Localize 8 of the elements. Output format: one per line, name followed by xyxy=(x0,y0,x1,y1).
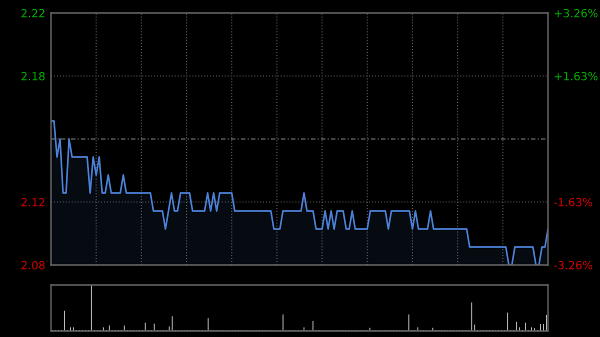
y-tick-label: 2.18 xyxy=(22,72,45,80)
y2-tick-label: +1.63% xyxy=(554,72,598,80)
y2-tick-label: +3.26% xyxy=(554,8,598,18)
y-tick-label: 2.08 xyxy=(22,260,45,270)
y-tick-label: 2.12 xyxy=(22,198,44,206)
y-tick-label: 2.22 xyxy=(22,8,44,18)
y2-tick-label: -1.63% xyxy=(554,198,592,206)
y2-tick-label: -3.26% xyxy=(554,260,592,270)
